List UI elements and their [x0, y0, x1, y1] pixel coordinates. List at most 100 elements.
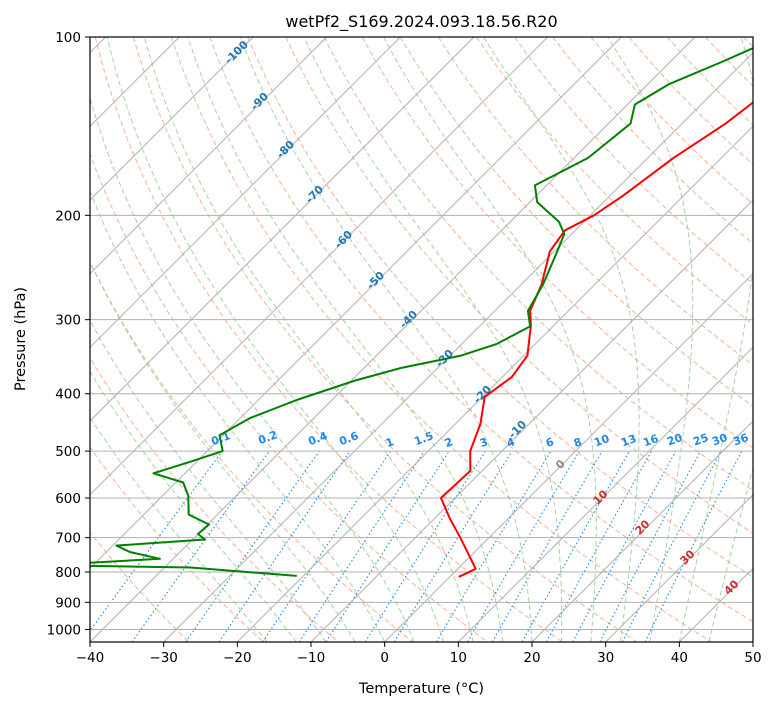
- mixing-ratio-label: 0.6: [337, 429, 360, 448]
- x-tick-label: 0: [380, 650, 389, 666]
- mixing-ratio-line: [572, 450, 677, 642]
- mixing-ratio-label: 0.4: [306, 429, 329, 448]
- isotherm-line: [531, 420, 753, 642]
- isotherm-line: [90, 37, 401, 349]
- mixing-ratio-label: 0.2: [256, 428, 279, 447]
- y-axis-label: Pressure (hPa): [13, 287, 29, 391]
- dry-adiabat-line: [399, 37, 753, 407]
- y-tick-label: 200: [55, 208, 81, 224]
- x-tick-label: −40: [76, 650, 105, 666]
- mixing-ratio-line: [521, 450, 630, 642]
- isotherm-line: [90, 37, 328, 275]
- dry-adiabat-line: [437, 37, 753, 366]
- moist-adiabat-line: [239, 37, 533, 642]
- mixing-ratio-label: 3: [478, 435, 490, 450]
- dry-adiabat-line: [209, 37, 753, 623]
- y-axis-ticks: 100 200 300 400 500 600 700 800 900 1000: [47, 30, 90, 638]
- mixing-ratio-label: 10: [592, 432, 611, 450]
- x-tick-label: 40: [671, 650, 688, 666]
- mixing-ratio-label: 1: [384, 435, 396, 450]
- mixing-ratio-line: [393, 450, 513, 642]
- dry-adiabat-line: [90, 260, 414, 642]
- dry-adiabat-line: [247, 37, 753, 578]
- dry-adiabat-line: [552, 37, 753, 245]
- mixing-ratio-label: 25: [691, 431, 710, 448]
- mixing-ratio-line: [262, 450, 392, 642]
- isotherm-line: [90, 37, 475, 422]
- isotherm-line: [384, 272, 753, 642]
- dry-adiabat-line: [323, 37, 753, 491]
- x-tick-label: −10: [297, 650, 326, 666]
- mixing-ratio-label: 2: [443, 435, 455, 450]
- x-tick-label: 30: [597, 650, 614, 666]
- dry-adiabats: [90, 37, 753, 642]
- mixing-ratio-line: [90, 450, 223, 632]
- x-tick-label: 50: [744, 650, 761, 666]
- moist-adiabat-line: [678, 37, 753, 642]
- mixing-ratio-line: [131, 450, 270, 642]
- y-tick-label: 300: [55, 313, 81, 329]
- moist-adiabat-line: [90, 416, 268, 642]
- dry-adiabat-line: [171, 37, 712, 642]
- moist-adiabat-line: [90, 319, 327, 642]
- mixing-ratio-label: 13: [619, 432, 638, 449]
- chart-title: wetPf2_S169.2024.093.18.56.R20: [285, 12, 557, 32]
- y-tick-label: 100: [55, 30, 81, 46]
- y-tick-label: 1000: [47, 622, 81, 638]
- x-tick-label: −30: [149, 650, 178, 666]
- dry-adiabat-line: [90, 446, 264, 642]
- isotherm-line: [605, 493, 753, 642]
- dry-adiabat-line: [90, 152, 488, 642]
- dry-adiabat-line: [94, 37, 563, 642]
- mixing-ratio-line: [185, 450, 320, 642]
- mixing-ratio-label: 36: [731, 431, 750, 449]
- isotherm-line: [457, 346, 753, 642]
- moist-adiabat-line: [482, 37, 640, 642]
- x-tick-label: 10: [450, 650, 467, 666]
- mixing-ratio-label: 4: [505, 435, 517, 450]
- x-tick-label: 20: [523, 650, 540, 666]
- mixing-ratio-line: [298, 450, 425, 642]
- y-tick-label: 500: [55, 444, 81, 460]
- moist-adiabats: [90, 37, 753, 642]
- mixing-ratio-lines: [90, 450, 743, 642]
- y-tick-label: 900: [55, 595, 81, 611]
- mixing-ratio-label: 6: [544, 435, 556, 450]
- x-tick-label: −20: [223, 650, 252, 666]
- isobar-grid: [90, 37, 753, 630]
- y-tick-label: 600: [55, 491, 81, 507]
- dry-adiabat-line: [132, 37, 638, 642]
- y-tick-label: 400: [55, 387, 81, 403]
- mixing-ratio-line: [644, 450, 743, 642]
- moist-adiabat-line: [303, 37, 563, 642]
- sounding-series: [90, 47, 753, 578]
- isotherm-line: [163, 51, 753, 642]
- mixing-ratio-line: [325, 450, 450, 642]
- isotherm-line: [310, 199, 753, 642]
- y-tick-label: 700: [55, 531, 81, 547]
- moist-adiabat-line: [143, 37, 474, 642]
- plot-frame: [89, 36, 754, 643]
- moist-adiabat-line: [383, 37, 597, 642]
- mixing-ratio-label: 16: [641, 432, 660, 450]
- isotherm-line: [90, 37, 549, 496]
- x-axis-ticks: −40 −30 −20 −10 0 10 20 30 40 50: [76, 642, 762, 666]
- dry-adiabat-line: [628, 37, 753, 166]
- mixing-ratio-label: 1.5: [412, 429, 435, 448]
- mixing-ratio-label: 20: [665, 431, 684, 449]
- plot-area: -100-90-80-70-60-50-40-30-20-100.1 0.2 0.4…: [90, 37, 753, 642]
- moist-adiabat-line: [607, 37, 694, 642]
- y-tick-label: 800: [55, 565, 81, 581]
- mixing-ratio-line: [545, 450, 653, 642]
- mixing-ratio-line: [218, 450, 351, 642]
- moist-adiabat-line: [106, 37, 445, 642]
- isotherm-line: [90, 37, 254, 201]
- isotherm-line: [90, 37, 622, 570]
- x-axis-label: Temperature (°C): [358, 681, 484, 697]
- dewpoint-profile-line: [90, 47, 753, 577]
- dry-adiabat-line: [514, 37, 753, 285]
- mixing-ratio-label: 8: [572, 435, 584, 450]
- mixing-ratio-label: 30: [710, 431, 729, 449]
